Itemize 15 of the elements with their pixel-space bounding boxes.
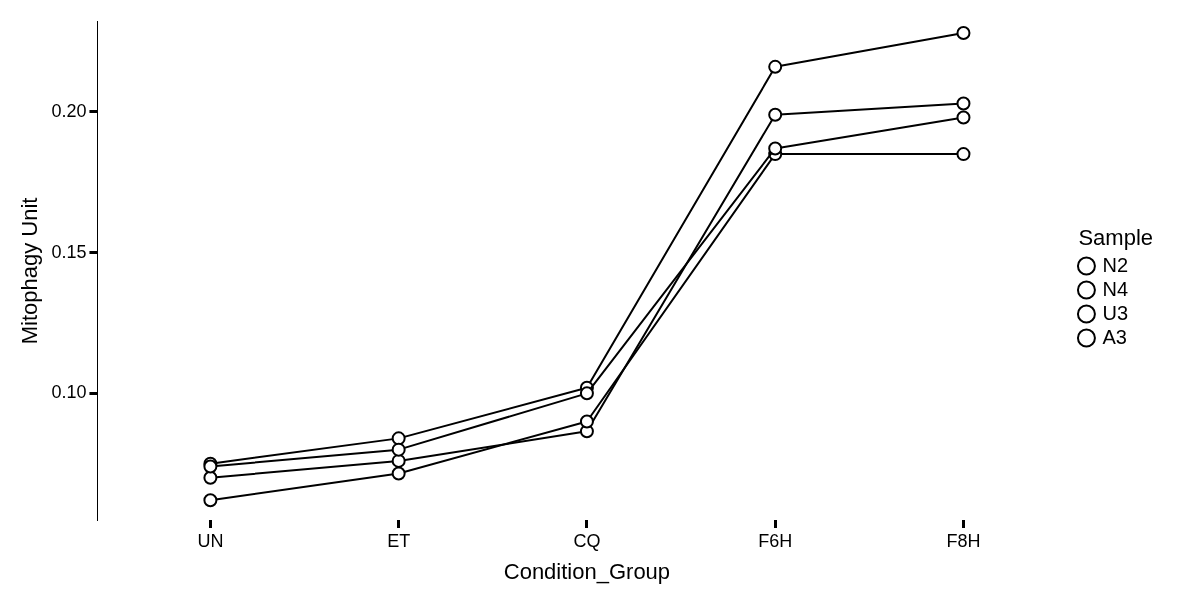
x-tick-label: UN — [197, 530, 224, 551]
x-tick-label: F8H — [946, 530, 981, 551]
x-tick-label: F6H — [758, 530, 793, 551]
x-axis-title: Condition_Group — [503, 558, 671, 584]
legend-label: N4 — [1102, 277, 1129, 300]
legend-title: Sample — [1078, 225, 1154, 251]
y-axis-title: Mitophagy Unit — [17, 197, 43, 345]
y-tick-label: 0.15 — [51, 241, 87, 262]
x-tick-label: ET — [387, 530, 411, 551]
legend-label: N2 — [1102, 253, 1129, 276]
x-tick-label: CQ — [573, 530, 601, 551]
y-tick-label: 0.10 — [51, 382, 87, 403]
legend-label: U3 — [1102, 301, 1129, 324]
legend-label: A3 — [1102, 325, 1127, 348]
y-tick-label: 0.20 — [51, 100, 87, 121]
